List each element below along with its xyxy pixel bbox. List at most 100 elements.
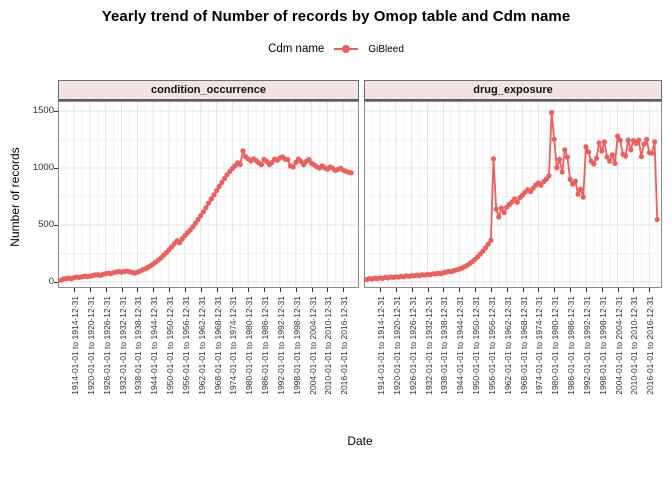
x-tick-label: 1950-01-01 to 1950-12-31 (165, 296, 176, 395)
y-tick-mark (54, 168, 58, 169)
x-tick-label: 1932-01-01 to 1932-12-31 (117, 296, 128, 395)
plot-area (58, 101, 359, 288)
x-tick-label: 1962-01-01 to 1962-12-31 (196, 296, 207, 395)
x-tick-label: 1956-01-01 to 1956-12-31 (180, 296, 191, 395)
x-tick-label: 2004-01-01 to 2004-12-31 (613, 296, 624, 395)
panel-border (364, 101, 662, 288)
x-tick-label: 1938-01-01 to 1938-12-31 (133, 296, 144, 395)
x-tick-mark (411, 288, 413, 292)
x-tick-label: 1998-01-01 to 1998-12-31 (597, 296, 608, 395)
x-tick-mark (121, 288, 123, 292)
x-tick-label: 1974-01-01 to 1974-12-31 (534, 296, 545, 395)
chart-title: Yearly trend of Number of records by Omo… (101, 8, 571, 25)
x-tick-label: 1914-01-01 to 1914-12-31 (376, 296, 386, 395)
x-tick-label: 1998-01-01 to 1998-12-31 (291, 296, 302, 395)
x-tick-mark (427, 288, 429, 292)
x-tick-label: 1920-01-01 to 1920-12-31 (391, 296, 402, 395)
x-tick-mark (153, 288, 155, 292)
x-tick-mark (295, 288, 297, 292)
x-tick-label: 1938-01-01 to 1938-12-31 (439, 296, 450, 395)
x-tick-label: 1980-01-01 to 1980-12-31 (550, 296, 561, 395)
grid-major (59, 102, 358, 287)
legend-key-dot (342, 45, 351, 53)
x-tick-label: 1986-01-01 to 1986-12-31 (566, 296, 577, 395)
x-tick-label: 1962-01-01 to 1962-12-31 (502, 296, 513, 395)
x-tick-mark (311, 288, 313, 292)
y-tick-mark (54, 111, 58, 112)
x-tick-label: 1944-01-01 to 1944-12-31 (455, 296, 466, 395)
x-tick-label: 1980-01-01 to 1980-12-31 (244, 296, 255, 395)
x-tick-mark (459, 288, 461, 292)
data-points (364, 110, 660, 283)
x-tick-mark (327, 288, 329, 292)
y-tick-mark (54, 282, 58, 283)
x-tick-mark (380, 288, 381, 292)
x-tick-mark (522, 288, 524, 292)
x-tick-mark (554, 288, 556, 292)
legend-title: Cdm name (268, 43, 325, 55)
x-tick-mark (585, 288, 587, 292)
x-tick-label: 1968-01-01 to 1968-12-31 (518, 296, 529, 395)
legend-key-line-point-icon (334, 43, 359, 55)
x-tick-mark (538, 288, 540, 292)
x-tick-mark (570, 288, 572, 292)
x-tick-label: 1974-01-01 to 1974-12-31 (228, 296, 239, 395)
x-tick-label: 1926-01-01 to 1926-12-31 (407, 296, 418, 395)
facet-strip-drug-exposure: drug_exposure (364, 80, 662, 101)
x-tick-mark (633, 288, 635, 292)
x-tick-mark (216, 288, 218, 292)
x-tick-mark (184, 288, 186, 292)
y-tick-label: 0 (48, 276, 54, 287)
y-tick-mark (54, 225, 58, 226)
x-tick-mark (617, 288, 619, 292)
x-tick-mark (506, 288, 508, 292)
legend: Cdm name GiBleed (0, 40, 672, 58)
y-tick-label: 500 (38, 219, 54, 230)
x-tick-mark (264, 288, 266, 292)
x-tick-mark (89, 288, 91, 292)
x-tick-label: 1956-01-01 to 1956-12-31 (486, 296, 497, 395)
series-gibleed (364, 110, 660, 283)
x-tick-mark (137, 288, 139, 292)
x-tick-mark (169, 288, 171, 292)
x-tick-label: 1914-01-01 to 1914-12-31 (70, 296, 80, 395)
x-tick-label: 1968-01-01 to 1968-12-31 (212, 296, 223, 395)
x-axis-title: Date (347, 434, 373, 448)
x-tick-label: 2016-01-01 to 2016-12-31 (339, 296, 350, 395)
x-tick-mark (232, 288, 234, 292)
x-tick-label: 1992-01-01 to 1992-12-31 (275, 296, 286, 395)
x-tick-label: 1932-01-01 to 1932-12-31 (423, 296, 434, 395)
x-tick-mark (200, 288, 202, 292)
x-tick-mark (490, 288, 492, 292)
facet-strip-condition-occurrence: condition_occurrence (58, 80, 359, 101)
x-tick-mark (601, 288, 603, 292)
x-tick-label: 1920-01-01 to 1920-12-31 (85, 296, 96, 395)
x-tick-mark (395, 288, 397, 292)
x-tick-mark (343, 288, 345, 292)
x-tick-label: 1986-01-01 to 1986-12-31 (260, 296, 271, 395)
x-tick-label: 2010-01-01 to 2010-12-31 (323, 296, 334, 395)
x-tick-label: 1992-01-01 to 1992-12-31 (581, 296, 592, 395)
legend-item-gibleed: GiBleed (368, 43, 404, 55)
x-tick-mark (475, 288, 477, 292)
x-tick-label: 1950-01-01 to 1950-12-31 (471, 296, 482, 395)
x-tick-label: 1926-01-01 to 1926-12-31 (101, 296, 112, 395)
facet-panel-drug-exposure (364, 101, 662, 288)
x-tick-label: 2010-01-01 to 2010-12-31 (629, 296, 640, 395)
facet-panel-condition-occurrence (58, 101, 359, 288)
x-tick-mark (74, 288, 75, 292)
series-gibleed (58, 147, 354, 283)
x-tick-mark (279, 288, 281, 292)
x-tick-mark (248, 288, 250, 292)
x-tick-label: 2016-01-01 to 2016-12-31 (645, 296, 656, 395)
x-tick-label: 2004-01-01 to 2004-12-31 (307, 296, 318, 395)
x-tick-mark (443, 288, 445, 292)
plot-area (364, 101, 662, 288)
x-tick-mark (105, 288, 107, 292)
grid-minor (59, 102, 358, 287)
y-tick-label: 1500 (32, 105, 54, 116)
grid-major (365, 102, 661, 287)
x-tick-label: 1944-01-01 to 1944-12-31 (149, 296, 160, 395)
data-points (58, 148, 354, 283)
